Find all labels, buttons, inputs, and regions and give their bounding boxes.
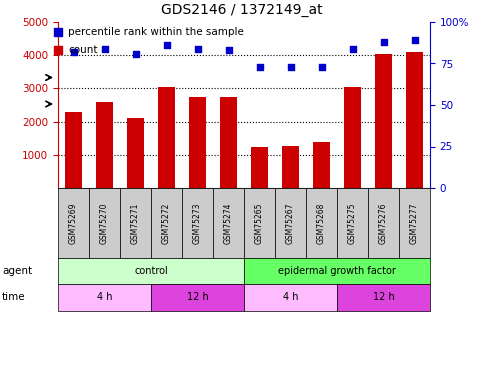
Text: control: control [134,266,168,276]
Point [318,64,326,70]
Text: GSM75272: GSM75272 [162,202,171,244]
Point [70,49,77,55]
Point [194,45,201,51]
Text: GSM75267: GSM75267 [286,202,295,244]
Text: GSM75274: GSM75274 [224,202,233,244]
Text: GSM75271: GSM75271 [131,202,140,244]
Bar [96,102,113,188]
Bar [406,52,423,188]
Point [163,42,170,48]
Point [132,51,140,57]
Bar [375,54,392,188]
Point [349,45,356,51]
Text: GSM75270: GSM75270 [100,202,109,244]
Bar [282,146,299,188]
Bar [313,142,330,188]
Text: GSM75269: GSM75269 [69,202,78,244]
Point [225,47,232,53]
Text: GSM75275: GSM75275 [348,202,357,244]
Point [256,64,263,70]
Bar [251,147,268,188]
Bar [344,87,361,188]
Point [54,47,62,53]
Bar [65,112,82,188]
Text: GSM75277: GSM75277 [410,202,419,244]
Text: GSM75268: GSM75268 [317,202,326,244]
Text: time: time [2,292,26,303]
Text: GSM75276: GSM75276 [379,202,388,244]
Text: epidermal growth factor: epidermal growth factor [278,266,396,276]
Text: 4 h: 4 h [97,292,112,303]
Text: 4 h: 4 h [283,292,298,303]
Text: count: count [68,45,98,55]
Text: GSM75265: GSM75265 [255,202,264,244]
Bar [220,98,237,188]
Text: GDS2146 / 1372149_at: GDS2146 / 1372149_at [161,3,322,17]
Point [286,64,294,70]
Text: GSM75273: GSM75273 [193,202,202,244]
Bar [189,97,206,188]
Text: agent: agent [2,266,32,276]
Text: percentile rank within the sample: percentile rank within the sample [68,27,244,37]
Text: 12 h: 12 h [372,292,395,303]
Point [411,37,418,43]
Text: 12 h: 12 h [186,292,208,303]
Point [380,39,387,45]
Bar [158,87,175,188]
Point [54,29,62,35]
Point [100,45,108,51]
Bar [127,118,144,188]
